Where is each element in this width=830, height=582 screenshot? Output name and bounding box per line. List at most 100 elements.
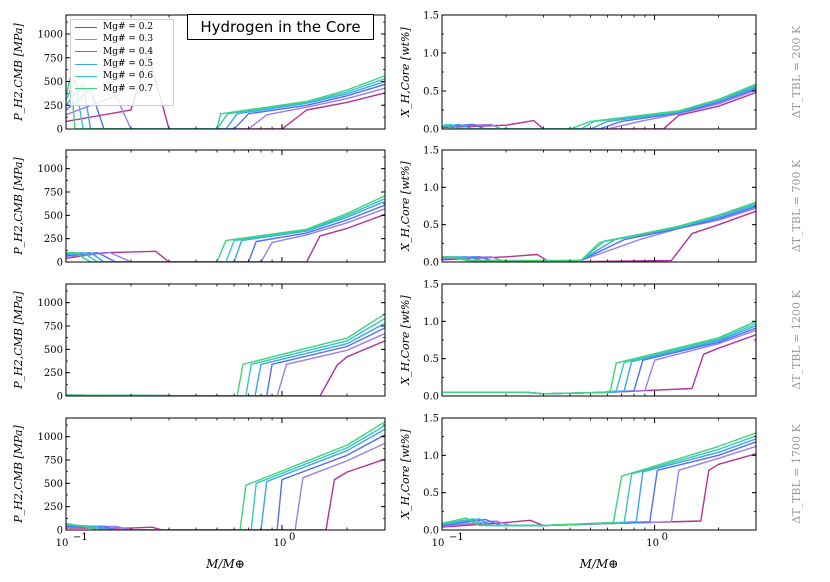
series-line-mg-0.4 [442, 327, 756, 395]
series-line-mg-0.6 [66, 424, 385, 530]
y-tick-label: 1.5 [423, 414, 439, 425]
series-line-mg-0.7 [66, 313, 385, 396]
series-line-mg-0.6 [66, 197, 385, 262]
legend-swatch [75, 63, 97, 65]
legend-swatch [75, 51, 97, 53]
series-group [66, 195, 385, 262]
y-tick-label: 250 [44, 502, 63, 513]
legend-swatch [75, 75, 97, 77]
legend-item: Mg# = 0.2 [71, 21, 173, 33]
series-line-mg-0.5 [66, 322, 385, 396]
y-tick-label: 0.0 [423, 258, 439, 269]
y-tick-label: 1.5 [423, 11, 439, 22]
legend-item: Mg# = 0.3 [71, 33, 173, 45]
y-tick-label: 500 [44, 345, 63, 356]
y-tick-label: 0.5 [423, 488, 439, 499]
legend-item: Mg# = 0.4 [71, 46, 173, 58]
series-line-mg-0.7 [66, 195, 385, 262]
series-line-mg-0.5 [442, 86, 756, 129]
x-tick-exponent: −1 [73, 532, 88, 543]
series-line-mg-0.6 [442, 203, 756, 262]
legend: Mg# = 0.2 Mg# = 0.3 Mg# = 0.4 Mg# = 0.5 … [70, 19, 174, 106]
series-line-mg-0.4 [66, 327, 385, 396]
series-line-mg-0.5 [66, 200, 385, 262]
series-line-mg-0.7 [442, 432, 756, 527]
series-line-mg-0.2 [442, 210, 756, 262]
y-axis-label: X_H,Core [wt%] [399, 27, 412, 118]
x-tick-label: 10 [56, 538, 69, 549]
legend-label: Mg# = 0.4 [103, 46, 154, 57]
y-axis-label: P_H2,CMB [MPa] [12, 425, 25, 524]
axes-frame [441, 14, 757, 130]
series-line-mg-0.6 [442, 322, 756, 395]
y-tick-label: 1000 [38, 30, 63, 41]
series-line-mg-0.7 [442, 83, 756, 129]
legend-swatch [75, 88, 97, 90]
row-label-delta-t: ΔT_TBL = 200 K [790, 25, 803, 118]
y-tick-label: 1000 [38, 432, 63, 443]
row-label-delta-t: ΔT_TBL = 1200 K [790, 290, 803, 390]
y-tick-label: 0 [57, 258, 63, 269]
series-line-mg-0.7 [442, 320, 756, 395]
row-label-delta-t: ΔT_TBL = 700 K [790, 159, 803, 252]
figure-title: Hydrogen in the Core [187, 14, 374, 40]
series-group [66, 313, 385, 396]
x-tick-label: 10 [432, 538, 445, 549]
series-line-mg-0.5 [442, 204, 756, 262]
legend-item: Mg# = 0.5 [71, 58, 173, 70]
y-axis-label: X_H,Core [wt%] [399, 429, 412, 520]
x-axis-label: M/M⊕ [205, 557, 245, 571]
series-line-mg-0.3 [442, 207, 756, 262]
y-tick-label: 0 [57, 526, 63, 537]
y-tick-label: 750 [44, 456, 63, 467]
series-line-mg-0.2 [442, 91, 756, 129]
legend-item: Mg# = 0.7 [71, 82, 173, 94]
legend-label: Mg# = 0.7 [103, 83, 154, 94]
y-tick-label: 250 [44, 368, 63, 379]
series-group [442, 201, 756, 262]
y-tick-label: 750 [44, 322, 63, 333]
legend-item: Mg# = 0.6 [71, 70, 173, 82]
legend-swatch [75, 26, 97, 28]
y-axis-label: X_H,Core [wt%] [399, 161, 412, 252]
y-tick-label: 750 [44, 53, 63, 64]
y-tick-label: 0.5 [423, 220, 439, 231]
series-line-mg-0.6 [442, 85, 756, 129]
series-line-mg-0.4 [66, 204, 385, 262]
legend-label: Mg# = 0.5 [103, 59, 154, 70]
y-tick-label: 0 [57, 125, 63, 136]
x-tick-label: 10 [274, 538, 287, 549]
y-tick-label: 0.5 [423, 87, 439, 98]
y-tick-label: 750 [44, 188, 63, 199]
x-axis-label: M/M⊕ [579, 557, 619, 571]
y-axis-label: X_H,Core [wt%] [399, 295, 412, 386]
y-tick-label: 250 [44, 234, 63, 245]
y-axis-label: P_H2,CMB [MPa] [12, 23, 25, 122]
y-tick-label: 500 [44, 479, 63, 490]
y-tick-label: 0 [57, 392, 63, 403]
series-line-mg-0.7 [66, 421, 385, 530]
series-line-mg-0.2 [66, 213, 385, 262]
series-line-mg-0.5 [66, 428, 385, 530]
y-tick-label: 1.0 [423, 49, 439, 60]
series-line-mg-0.3 [66, 442, 385, 530]
y-tick-label: 1000 [38, 298, 63, 309]
series-line-mg-0.3 [66, 208, 385, 262]
row-label-delta-t: ΔT_TBL = 1700 K [790, 424, 803, 524]
series-group [66, 421, 385, 530]
y-tick-label: 1.0 [423, 451, 439, 462]
series-group [442, 320, 756, 395]
legend-label: Mg# = 0.6 [103, 71, 154, 82]
y-tick-label: 0.0 [423, 526, 439, 537]
legend-label: Mg# = 0.3 [103, 34, 154, 45]
series-group [66, 52, 385, 129]
x-tick-exponent: 0 [662, 532, 668, 543]
axes-frame [65, 417, 386, 531]
y-axis-label: P_H2,CMB [MPa] [12, 157, 25, 256]
series-line-mg-0.4 [442, 88, 756, 129]
series-line-mg-0.4 [442, 206, 756, 262]
series-line-mg-0.3 [442, 89, 756, 129]
y-tick-label: 500 [44, 211, 63, 222]
legend-swatch [75, 38, 97, 40]
y-tick-label: 1.0 [423, 317, 439, 328]
